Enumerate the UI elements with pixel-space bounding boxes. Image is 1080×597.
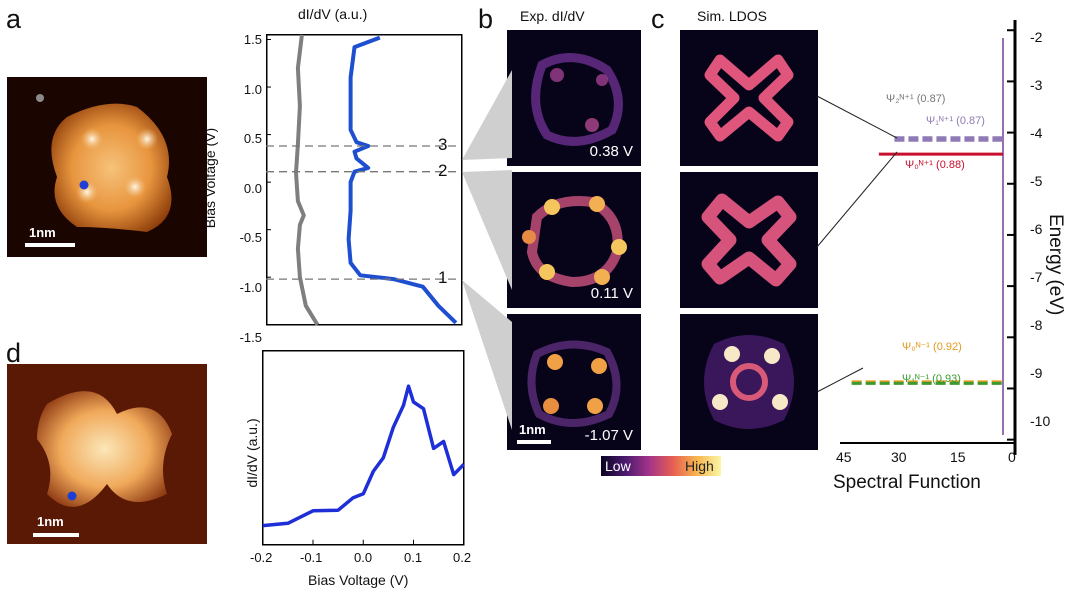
panel-letter-c: c	[651, 4, 665, 34]
ytick-label: -0.5	[239, 230, 262, 246]
ytick-label: 0.5	[243, 131, 262, 147]
sim-map-2-drawing	[680, 172, 818, 308]
panel-b-title: Exp. dI/dV	[520, 8, 585, 24]
ytick-label: 1.5	[243, 32, 262, 47]
exp-map-1-drawing	[507, 30, 641, 166]
sim-map-1-drawing	[680, 30, 818, 166]
marker-label: 3	[438, 134, 448, 154]
scale-label-a: 1nm	[29, 225, 56, 240]
exp-map-1-label: 0.38 V	[589, 143, 633, 160]
series-line	[294, 34, 320, 326]
level-label-psi0-n-plus: Ψ₀ᴺ⁺¹ (0.88)	[905, 159, 965, 171]
exp-map-1: 0.38 V	[507, 30, 641, 166]
xtick-label: 0.1	[404, 550, 423, 565]
level-connectors	[816, 95, 898, 393]
colorbar-high: High	[685, 458, 714, 474]
plot-a-ylabel: Bias Voltage (V)	[202, 127, 218, 229]
level-label-psi0-n-minus: Ψ₀ᴺ⁻¹ (0.92)	[902, 341, 962, 353]
gray-tip-marker	[36, 94, 44, 102]
panel-letter-a: a	[6, 4, 22, 34]
ytick-label: -3	[1030, 77, 1043, 93]
blue-tip-marker	[67, 491, 77, 501]
level-label-psi1-n-plus: Ψ₁ᴺ⁺¹ (0.87)	[926, 115, 985, 127]
exp-map-2: 0.11 V	[507, 172, 641, 308]
stm-image-d-drawing	[7, 364, 207, 544]
marker-label: 1	[438, 268, 448, 288]
ytick-label: 1.0	[243, 81, 262, 97]
colorbar-low: Low	[605, 458, 631, 474]
ytick-label: -9	[1030, 365, 1043, 381]
plot-c-svg	[840, 20, 1017, 455]
plot-a-yticks: 1.5 1.0 0.5 0.0 -0.5 -1.0 -1.5	[232, 33, 262, 351]
xtick-label: 15	[950, 449, 966, 465]
plot-d-ylabel: dI/dV (a.u.)	[244, 418, 260, 488]
funnel-connectors	[462, 70, 512, 430]
scalebar-a	[25, 243, 75, 247]
colorbar	[601, 456, 721, 476]
plot-c-xlabel: Spectral Function	[833, 472, 981, 493]
exp-map-2-label: 0.11 V	[590, 285, 633, 302]
exp-map-3: 1nm -1.07 V	[507, 314, 641, 450]
scalebar-d	[33, 533, 79, 537]
xtick-label: 0	[1008, 449, 1016, 465]
ytick-label: -1.5	[239, 329, 262, 345]
xtick-label: -0.2	[250, 550, 273, 565]
exp-map-3-drawing	[507, 314, 641, 450]
blue-tip-marker	[79, 180, 89, 190]
plot-c-ylabel: Energy (eV)	[1045, 214, 1066, 316]
ytick-label: -2	[1030, 29, 1043, 45]
panel-letter-b: b	[478, 4, 494, 34]
level-label-psi1-n-minus: Ψ₁ᴺ⁻¹ (0.93)	[902, 373, 961, 385]
scalebar-b	[517, 440, 551, 444]
ytick-label: -1.0	[239, 279, 262, 295]
ytick-label: -6	[1030, 221, 1043, 237]
exp-map-2-drawing	[507, 172, 641, 308]
sim-map-3-drawing	[680, 314, 818, 450]
xtick-label: 0.0	[354, 550, 373, 565]
ytick-label: 0.0	[243, 180, 262, 196]
stm-image-a: 1nm	[7, 77, 207, 257]
panel-letter-d: d	[6, 338, 22, 368]
exp-map-3-label: -1.07 V	[584, 427, 633, 444]
ytick-label: -8	[1030, 317, 1043, 333]
xtick-label: 0.2	[453, 550, 472, 565]
marker-label: 2	[438, 160, 448, 180]
xtick-label: -0.1	[300, 550, 323, 565]
level-label-psi2-n-plus: Ψ₂ᴺ⁺¹ (0.87)	[886, 93, 946, 105]
xtick-label: 30	[891, 449, 907, 465]
plot-d-svg	[262, 350, 466, 546]
panel-c-title: Sim. LDOS	[697, 8, 768, 24]
xtick-label: 45	[836, 449, 852, 465]
stm-image-d: 1nm	[7, 364, 207, 544]
ytick-label: -10	[1030, 413, 1051, 429]
sim-map-1	[680, 30, 818, 166]
scale-label-d: 1nm	[37, 514, 64, 529]
plot-a-title: dI/dV (a.u.)	[298, 6, 368, 22]
plot-a-svg	[266, 34, 463, 326]
ytick-label: -4	[1030, 125, 1043, 141]
plot-d-xlabel: Bias Voltage (V)	[308, 572, 409, 588]
ytick-label: -7	[1030, 269, 1043, 285]
stm-image-a-drawing	[7, 77, 207, 257]
sim-map-2	[680, 172, 818, 308]
series-line	[262, 384, 466, 528]
sim-map-3	[680, 314, 818, 450]
ytick-label: -5	[1030, 173, 1043, 189]
scale-label-b: 1nm	[519, 422, 546, 437]
